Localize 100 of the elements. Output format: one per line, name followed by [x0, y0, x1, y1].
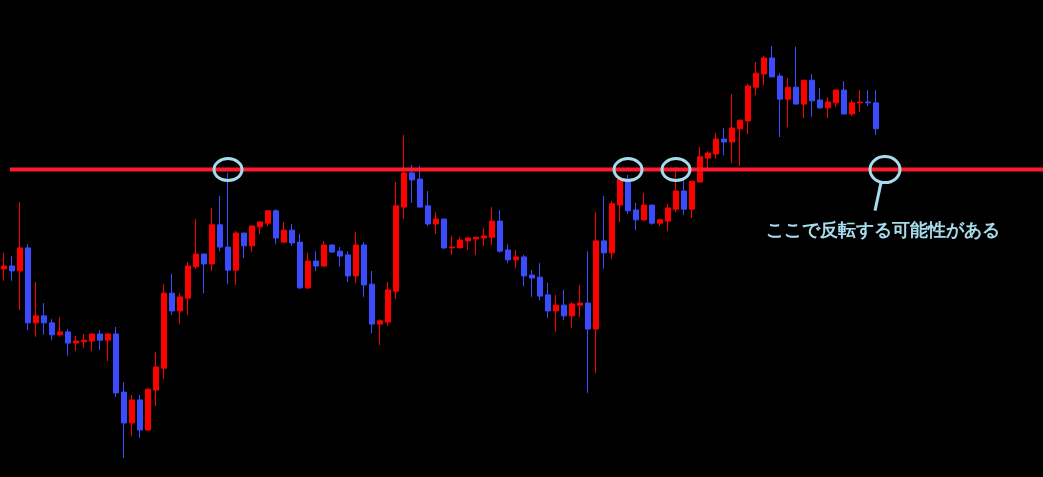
candlestick	[793, 46, 799, 105]
candlestick	[113, 326, 119, 398]
candlestick	[313, 250, 319, 272]
candlestick	[377, 318, 383, 346]
candlestick	[825, 96, 831, 119]
candlestick	[193, 218, 199, 270]
candlestick	[25, 243, 31, 331]
candlestick	[305, 252, 311, 290]
candlestick	[849, 99, 855, 117]
candlestick	[497, 209, 503, 254]
candlestick	[489, 206, 495, 246]
candlestick	[529, 269, 535, 298]
candlestick	[817, 87, 823, 110]
candlestick	[873, 89, 879, 136]
candlestick	[641, 192, 647, 222]
candlestick	[217, 195, 223, 252]
candlestick	[321, 240, 327, 268]
annotation: ここで反転する可能性がある	[766, 219, 1000, 241]
candlestick	[81, 333, 87, 349]
candlestick	[561, 289, 567, 321]
candlestick	[409, 164, 415, 204]
candlestick	[449, 235, 455, 256]
candlestick	[865, 89, 871, 107]
candlestick	[41, 302, 47, 336]
candlestick	[649, 204, 655, 226]
candlestick	[393, 181, 399, 300]
candlestick	[465, 236, 471, 251]
candlestick	[73, 335, 79, 352]
candlestick	[713, 132, 719, 160]
candlestick	[665, 203, 671, 232]
candlestick	[281, 221, 287, 244]
candlestick	[337, 246, 343, 268]
candlestick	[689, 180, 695, 219]
candlestick	[681, 177, 687, 216]
candlestick	[705, 150, 711, 169]
candlestick	[369, 270, 375, 334]
candlestick	[161, 283, 167, 380]
candlestick	[49, 318, 55, 341]
candlestick	[17, 201, 23, 311]
candlestick	[457, 236, 463, 249]
candlestick	[857, 89, 863, 113]
candlestick	[657, 218, 663, 227]
candlestick	[9, 255, 15, 282]
candlestick	[617, 176, 623, 223]
candlestick	[57, 316, 63, 338]
candlestick	[345, 250, 351, 283]
candlestick	[425, 190, 431, 227]
candlestick	[129, 394, 135, 437]
candlestick	[177, 292, 183, 325]
candlestick	[265, 210, 271, 227]
candlestick	[145, 387, 151, 431]
candlestick	[633, 202, 639, 231]
candlestick	[89, 333, 95, 352]
candlestick	[153, 351, 159, 407]
candlestick	[673, 166, 679, 213]
candlestick	[505, 243, 511, 264]
candlestick	[833, 89, 839, 108]
candlestick	[473, 236, 479, 256]
candlestick	[809, 73, 815, 118]
candlestick	[721, 127, 727, 156]
candlestick	[225, 172, 231, 285]
candlestick	[33, 281, 39, 338]
candlestick	[249, 225, 255, 253]
candlestick	[185, 261, 191, 316]
candlestick	[97, 329, 103, 351]
candlestick	[169, 273, 175, 316]
candlestick	[433, 211, 439, 235]
candlestick	[241, 232, 247, 259]
candlestick	[577, 284, 583, 318]
candlestick	[609, 200, 615, 260]
candlestick	[769, 45, 775, 78]
candlestick	[761, 55, 767, 86]
candlestick	[201, 253, 207, 294]
candlestick	[353, 231, 359, 284]
candlestick	[441, 218, 447, 250]
candlestick	[777, 72, 783, 138]
candlestick	[729, 93, 735, 164]
candlestick	[545, 282, 551, 319]
candlestick	[233, 230, 239, 286]
candlestick	[737, 119, 743, 167]
candlestick	[401, 134, 407, 220]
candlestick	[385, 281, 391, 327]
candlestick	[417, 165, 423, 208]
candlestick	[65, 328, 71, 357]
candlestick	[361, 241, 367, 298]
candlestick	[1, 252, 7, 282]
candlestick	[601, 195, 607, 270]
candlestick	[569, 301, 575, 329]
candlestick	[521, 254, 527, 287]
candlestick	[625, 174, 631, 215]
candlestick	[137, 394, 143, 439]
candlestick	[289, 223, 295, 247]
candlestick	[745, 83, 751, 135]
candlestick	[297, 233, 303, 290]
candlestick	[105, 332, 111, 362]
candlestick	[537, 262, 543, 301]
candlestick	[121, 381, 127, 459]
candlestick	[801, 79, 807, 119]
candlestick	[481, 227, 487, 247]
candlestick	[209, 207, 215, 272]
